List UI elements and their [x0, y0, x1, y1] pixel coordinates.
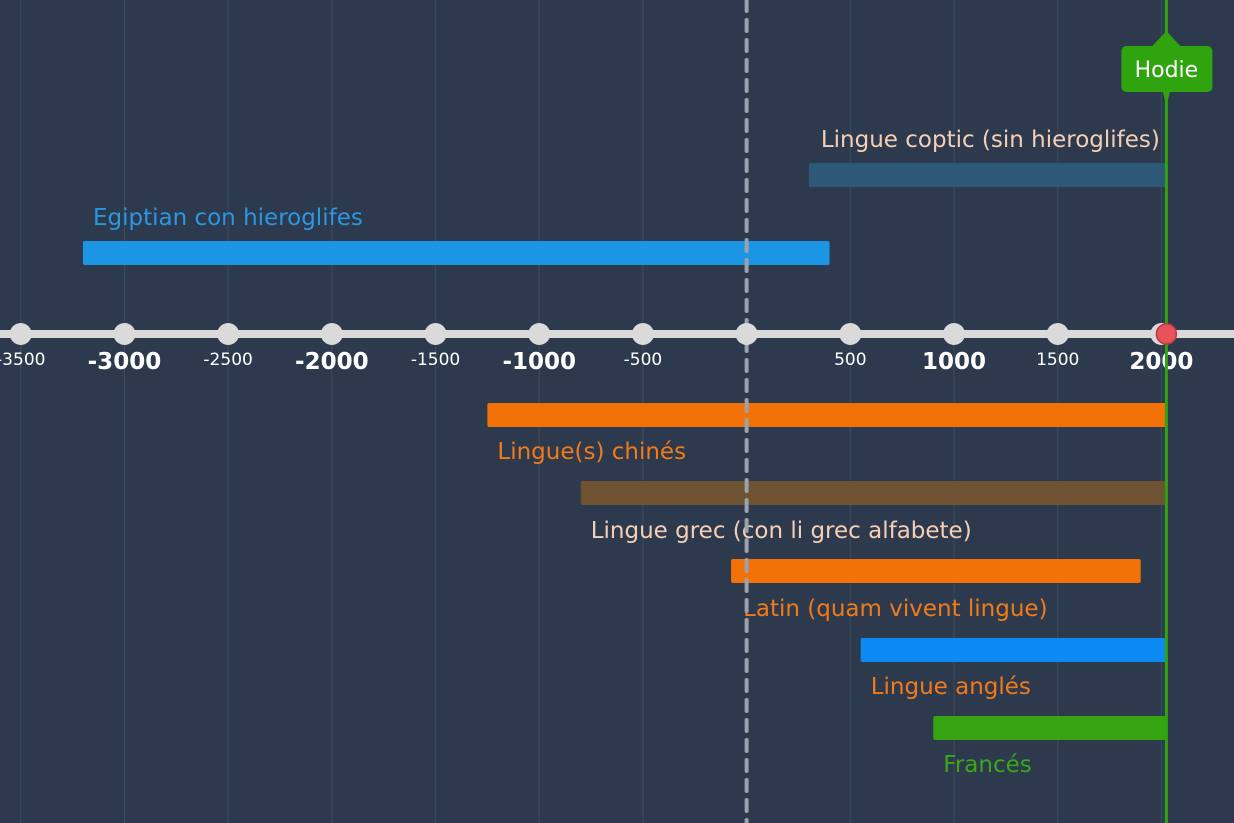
axis-tick-dot	[320, 323, 343, 345]
timeline-bar	[580, 481, 1167, 505]
axis-tick-dot	[113, 323, 136, 345]
timeline-bar	[860, 638, 1167, 662]
axis-tick-dot	[9, 323, 32, 345]
axis-tick-label: 1500	[1036, 350, 1079, 370]
timeline-bar	[731, 559, 1141, 583]
axis-tick-label: -1000	[502, 349, 576, 375]
axis-tick-label: 500	[834, 350, 866, 370]
bar-label: Latin (quam vivent lingue)	[743, 596, 1047, 622]
today-marker-group: Hodie	[1121, 0, 1213, 823]
axis-tick-dot	[424, 323, 447, 345]
today-label: Hodie	[1135, 58, 1199, 83]
axis-tick-label: 1000	[922, 349, 986, 375]
axis-tick-dot	[1046, 323, 1069, 345]
axis-tick-label: -2000	[295, 349, 369, 375]
axis-tick-label: -500	[624, 350, 663, 370]
axis-tick-dot	[631, 323, 654, 345]
bars: Lingue coptic (sin hieroglifes) Egiptian …	[82, 127, 1167, 778]
axis-tick-label: 2000	[1129, 349, 1193, 375]
axis-tick-label: -3000	[88, 349, 162, 375]
axis-tick-label: -1500	[411, 350, 460, 370]
today-flag	[1121, 46, 1213, 92]
axis-tick-label: -3500	[0, 350, 45, 370]
x-axis: -3500 -3000 -2500 -2000 -1500 -1000 -500 500 100…	[0, 323, 1234, 375]
axis-tick-dot	[735, 323, 758, 345]
timeline-bar	[82, 241, 830, 265]
timeline-bar	[808, 163, 1167, 187]
today-marker	[1155, 323, 1178, 345]
bar-label: Lingue anglés	[871, 674, 1031, 700]
bar-label: Egiptian con hieroglifes	[93, 205, 363, 231]
axis-tick-dot	[217, 323, 240, 345]
axis-tick-dot	[943, 323, 966, 345]
bar-label: Lingue grec (con li grec alfabete)	[591, 518, 972, 544]
axis-tick-dot	[528, 323, 551, 345]
axis-tick-dot	[839, 323, 862, 345]
timeline-bar	[487, 403, 1167, 427]
timeline-bar	[933, 716, 1167, 740]
bar-label: Lingue(s) chinés	[497, 439, 686, 465]
axis-tick-label: -2500	[203, 350, 252, 370]
bar-label: Francés	[943, 752, 1031, 778]
bar-label: Lingue coptic (sin hieroglifes)	[821, 127, 1160, 153]
